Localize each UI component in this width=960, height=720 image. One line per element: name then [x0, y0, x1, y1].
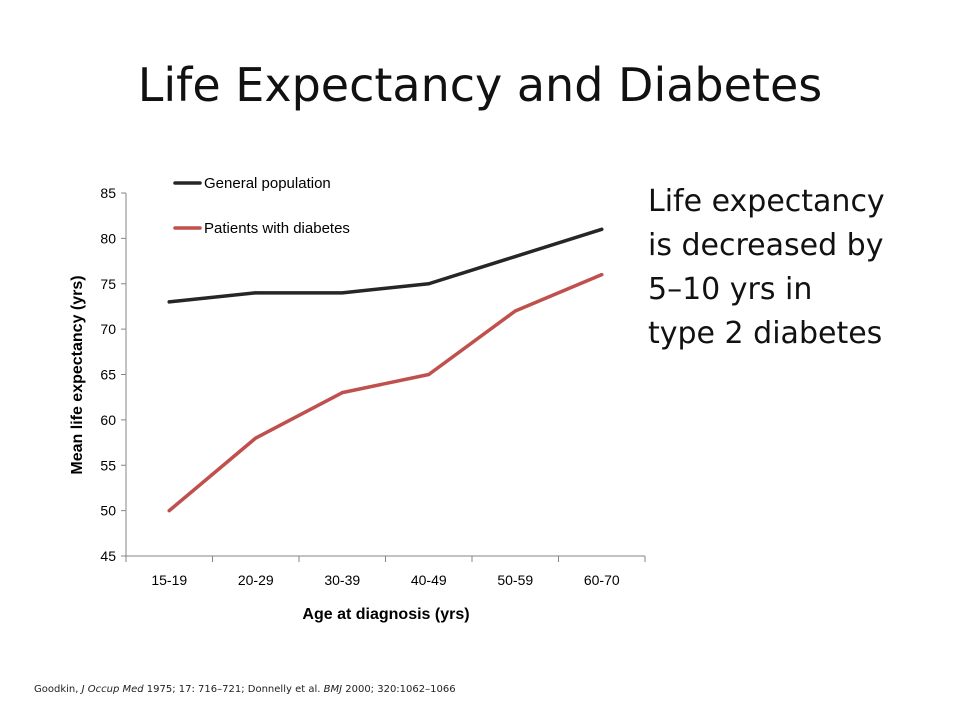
y-axis-label: Mean life expectancy (yrs) [69, 275, 86, 474]
y-tick-label: 70 [100, 321, 116, 337]
chart-axes [125, 193, 645, 557]
citation: Goodkin, J Occup Med 1975; 17: 716–721; … [34, 684, 456, 695]
data-point [513, 254, 517, 259]
citation-part: Goodkin, [34, 684, 82, 695]
data-point [167, 300, 171, 304]
callout-text: Life expectancy is decreased by 5–10 yrs… [648, 180, 948, 356]
series-line [167, 272, 604, 513]
data-point [427, 282, 431, 286]
y-tick-label: 45 [100, 548, 116, 564]
citation-journal: BMJ [323, 684, 343, 695]
data-point [167, 509, 171, 513]
callout-line: Life expectancy [648, 184, 885, 219]
data-point [340, 291, 344, 295]
x-tick-label: 20-29 [238, 572, 274, 588]
chart-legend: General population Patients with diabetes [173, 175, 350, 237]
x-tick-label: 15-19 [151, 572, 187, 588]
x-axis-label: Age at diagnosis (yrs) [302, 606, 469, 623]
callout-line: type 2 diabetes [648, 316, 883, 351]
data-point [513, 309, 517, 313]
x-tick-label: 60-70 [584, 572, 620, 588]
y-tick-label: 80 [100, 230, 116, 246]
slide-title: Life Expectancy and Diabetes [137, 58, 823, 112]
y-tick-label: 85 [100, 185, 116, 201]
x-tick-label: 50-59 [497, 572, 533, 588]
y-tick-label: 75 [100, 276, 116, 292]
y-tick-label: 65 [100, 367, 116, 383]
chart-ticks: 45 50 55 60 65 70 75 80 85 15-19 20-29 30-39 40-49 50… [100, 185, 646, 588]
x-tick-label: 30-39 [324, 572, 360, 588]
legend-label: Patients with diabetes [204, 220, 350, 237]
data-point [600, 227, 604, 231]
data-point [340, 391, 344, 395]
callout-line: is decreased by [648, 228, 884, 263]
data-point [254, 291, 258, 295]
data-point [427, 372, 431, 377]
citation-journal: J Occup Med [81, 684, 144, 695]
y-tick-label: 60 [100, 412, 116, 428]
chart-series [167, 227, 604, 513]
series-line [167, 227, 604, 304]
y-tick-label: 50 [100, 503, 116, 519]
callout-line: 5–10 yrs in [648, 272, 813, 307]
legend-label: General population [204, 175, 331, 192]
y-tick-label: 55 [100, 457, 116, 473]
x-tick-label: 40-49 [411, 572, 447, 588]
citation-part: 1975; 17: 716–721; Donnelly et al. [143, 684, 324, 695]
data-point [254, 436, 258, 440]
data-point [600, 273, 604, 277]
citation-part: 2000; 320:1062–1066 [342, 684, 456, 695]
